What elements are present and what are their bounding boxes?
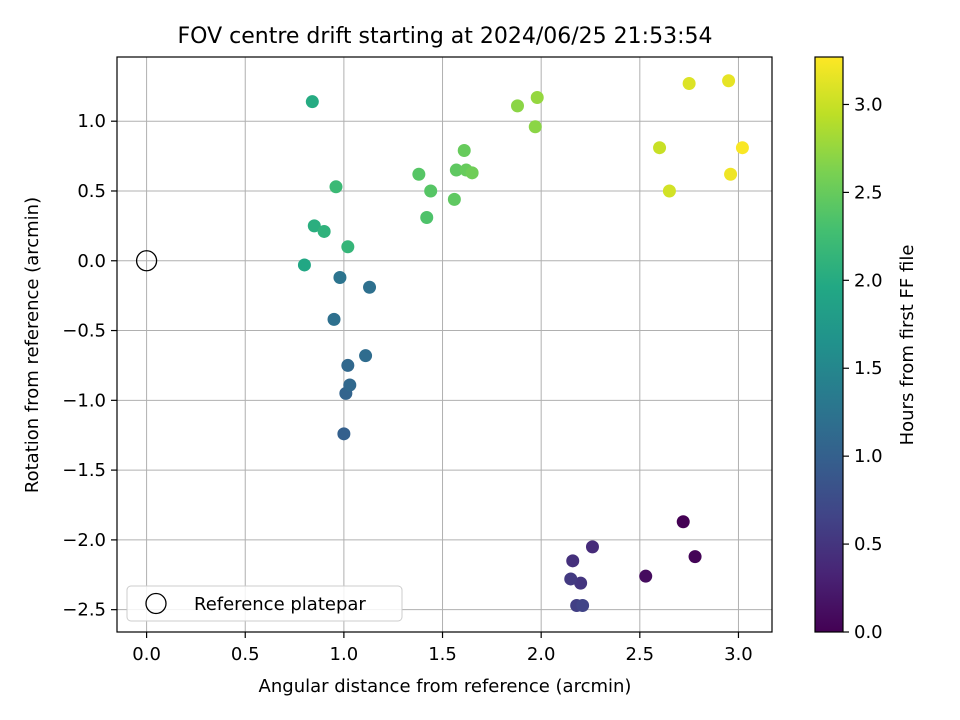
data-point-17 — [297, 258, 311, 272]
data-point-37 — [722, 74, 736, 88]
data-point-8 — [576, 598, 590, 612]
data-point-22 — [329, 180, 343, 194]
colorbar-tick-label: 1.0 — [854, 446, 883, 467]
data-point-30 — [465, 166, 479, 180]
data-point-20 — [317, 224, 331, 238]
data-point-26 — [447, 192, 461, 206]
data-point-38 — [724, 167, 738, 181]
x-tick-label: 3.0 — [724, 644, 753, 665]
plot-frame — [116, 56, 773, 633]
y-tick-label: −0.5 — [62, 321, 106, 342]
data-point-9 — [337, 427, 351, 441]
colorbar-tick-label: 2.0 — [854, 270, 883, 291]
data-point-13 — [359, 349, 373, 363]
data-point-25 — [424, 184, 438, 198]
data-point-32 — [528, 120, 542, 134]
data-point-3 — [585, 540, 599, 554]
x-tick-label: 2.0 — [527, 644, 556, 665]
y-tick-label: −1.0 — [62, 390, 106, 411]
colorbar: 0.0 0.5 1.0 1.5 2.0 2.5 3.0 Hours from first F… — [814, 56, 918, 643]
data-point-18 — [305, 95, 319, 109]
data-point-36 — [682, 77, 696, 91]
colorbar-tick-label: 3.0 — [854, 94, 883, 115]
colorbar-tick-label: 1.5 — [854, 358, 883, 379]
data-point-12 — [341, 358, 355, 372]
x-tick-label: 0.5 — [231, 644, 260, 665]
y-tick-label: −1.5 — [62, 460, 106, 481]
data-point-34 — [653, 141, 667, 155]
x-axis-label: Angular distance from reference (arcmin) — [259, 676, 632, 697]
colorbar-ticks: 0.0 0.5 1.0 1.5 2.0 2.5 3.0 — [843, 94, 883, 643]
data-point-5 — [574, 576, 588, 590]
data-point-0 — [676, 515, 690, 529]
data-point-6 — [564, 572, 578, 586]
data-point-39 — [735, 141, 749, 155]
data-point-28 — [457, 144, 471, 158]
data-point-15 — [363, 280, 377, 294]
grid-lines — [117, 57, 772, 632]
x-tick-label: 1.5 — [428, 644, 457, 665]
data-point-23 — [420, 210, 434, 224]
data-point-19 — [307, 219, 321, 233]
data-point-27 — [449, 163, 463, 177]
data-point-24 — [412, 167, 426, 181]
chart-title: FOV centre drift starting at 2024/06/25 … — [178, 24, 713, 49]
y-tick-label: −2.5 — [62, 600, 106, 621]
data-points — [297, 74, 749, 612]
colorbar-tick-label: 0.0 — [854, 622, 883, 643]
y-tick-label: 0.5 — [77, 181, 106, 202]
y-tick-label: 0.0 — [77, 251, 106, 272]
legend-box — [126, 585, 403, 622]
data-point-16 — [333, 271, 347, 285]
colorbar-label: Hours from first FF file — [897, 245, 918, 446]
legend: Reference platepar — [126, 585, 403, 622]
data-point-21 — [341, 240, 355, 254]
reference-platepar-marker — [135, 250, 158, 272]
data-point-14 — [327, 312, 341, 326]
data-point-2 — [639, 569, 653, 583]
data-point-11 — [343, 378, 357, 392]
colorbar-frame — [814, 56, 844, 633]
data-point-35 — [662, 184, 676, 198]
y-tick-label: 1.0 — [77, 111, 106, 132]
data-point-33 — [530, 90, 544, 104]
colorbar-tick-label: 2.5 — [854, 182, 883, 203]
colorbar-tick-label: 0.5 — [854, 534, 883, 555]
y-axis-label: Rotation from reference (arcmin) — [22, 197, 43, 493]
x-tick-label: 1.0 — [330, 644, 359, 665]
legend-label: Reference platepar — [194, 594, 366, 615]
data-point-31 — [510, 99, 524, 113]
y-axis-ticks: −2.5 −2.0 −1.5 −1.0 −0.5 0.0 0.5 1.0 — [62, 111, 117, 621]
legend-marker — [145, 592, 167, 615]
colorbar-gradient — [815, 57, 843, 632]
x-axis-ticks: 0.0 0.5 1.0 1.5 2.0 2.5 3.0 — [132, 632, 753, 665]
x-tick-label: 0.0 — [132, 644, 161, 665]
x-tick-label: 2.5 — [625, 644, 654, 665]
data-point-4 — [566, 554, 580, 568]
y-tick-label: −2.0 — [62, 530, 106, 551]
reference-marker-layer — [135, 250, 158, 272]
data-point-1 — [688, 550, 702, 564]
